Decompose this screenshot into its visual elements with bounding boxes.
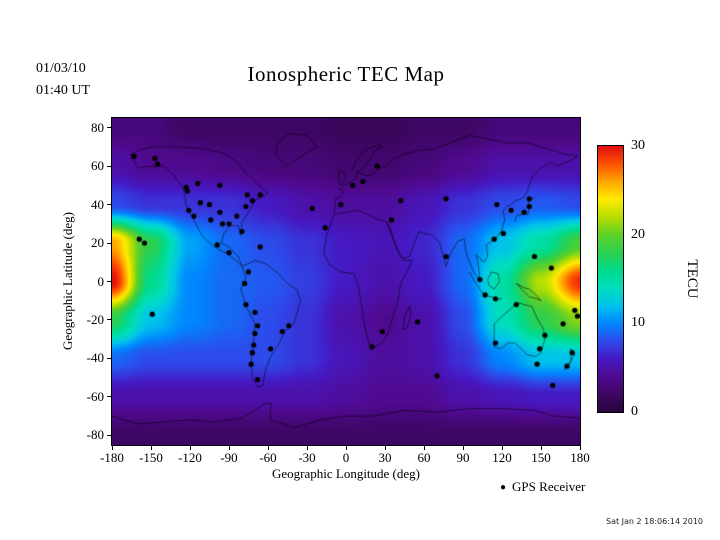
x-tick-mark bbox=[189, 446, 191, 450]
colorbar-tick-label: 0 bbox=[631, 404, 638, 419]
time-label: 01:40 UT bbox=[36, 83, 91, 98]
y-tick-mark bbox=[107, 165, 111, 167]
y-tick-mark bbox=[107, 357, 111, 359]
colorbar-gradient-canvas bbox=[598, 146, 623, 412]
x-tick-mark bbox=[384, 446, 386, 450]
x-tick-mark bbox=[150, 446, 152, 450]
y-tick-mark bbox=[107, 434, 111, 436]
colorbar bbox=[597, 145, 624, 413]
x-axis-title: Geographic Longitude (deg) bbox=[271, 466, 420, 481]
date-label: 01/03/10 bbox=[36, 61, 86, 76]
tecu-unit-label: TECU bbox=[684, 259, 700, 299]
x-tick-mark bbox=[228, 446, 230, 450]
y-tick-label: 80 bbox=[91, 119, 104, 135]
x-tick-label: -150 bbox=[139, 450, 163, 465]
x-tick-mark bbox=[462, 446, 464, 450]
x-tick-mark bbox=[111, 446, 113, 450]
y-tick-mark bbox=[107, 319, 111, 321]
tec-heatmap-canvas bbox=[112, 118, 580, 445]
x-tick-mark bbox=[345, 446, 347, 450]
x-tick-mark bbox=[540, 446, 542, 450]
render-timestamp: Sat Jan 2 18:06:14 2010 bbox=[606, 517, 703, 526]
x-tick-label: 60 bbox=[417, 450, 431, 465]
y-tick-label: -40 bbox=[86, 350, 104, 366]
y-tick-label: 0 bbox=[97, 273, 105, 289]
y-tick-label: 40 bbox=[91, 196, 104, 212]
date-time-block: 01/03/10 01:40 UT bbox=[36, 58, 90, 102]
x-tick-label: -60 bbox=[259, 450, 277, 465]
x-tick-mark bbox=[306, 446, 308, 450]
x-tick-label: 90 bbox=[456, 450, 470, 465]
x-tick-mark bbox=[501, 446, 503, 450]
colorbar-tick-label: 30 bbox=[631, 138, 645, 153]
y-tick-mark bbox=[107, 242, 111, 244]
y-tick-label: -20 bbox=[86, 311, 104, 327]
x-tick-label: 0 bbox=[342, 450, 350, 465]
y-tick-mark bbox=[107, 396, 111, 398]
legend-dot-icon: ● bbox=[500, 482, 507, 493]
x-tick-mark bbox=[267, 446, 269, 450]
x-tick-label: 150 bbox=[531, 450, 551, 465]
gps-receiver-legend: ● GPS Receiver bbox=[500, 479, 585, 495]
y-tick-label: 20 bbox=[91, 235, 104, 251]
y-tick-mark bbox=[107, 204, 111, 206]
y-tick-label: -80 bbox=[86, 427, 104, 443]
x-tick-label: -30 bbox=[298, 450, 316, 465]
page-title: Ionospheric TEC Map bbox=[247, 62, 445, 86]
y-tick-label: -60 bbox=[86, 388, 104, 404]
x-tick-mark bbox=[423, 446, 425, 450]
colorbar-tick-label: 10 bbox=[631, 315, 645, 331]
y-tick-mark bbox=[107, 127, 111, 129]
x-tick-mark bbox=[579, 446, 581, 450]
colorbar-tick-label: 20 bbox=[631, 226, 645, 242]
x-tick-label: -180 bbox=[100, 450, 124, 465]
x-tick-label: -90 bbox=[220, 450, 238, 465]
plot-frame bbox=[111, 117, 581, 446]
y-tick-mark bbox=[107, 281, 111, 282]
y-tick-label: 60 bbox=[91, 158, 104, 174]
x-tick-label: -120 bbox=[178, 450, 202, 465]
x-tick-label: 120 bbox=[492, 450, 512, 465]
x-tick-label: 30 bbox=[378, 450, 392, 465]
x-tick-label: 180 bbox=[570, 450, 590, 465]
legend-label: GPS Receiver bbox=[512, 479, 586, 494]
